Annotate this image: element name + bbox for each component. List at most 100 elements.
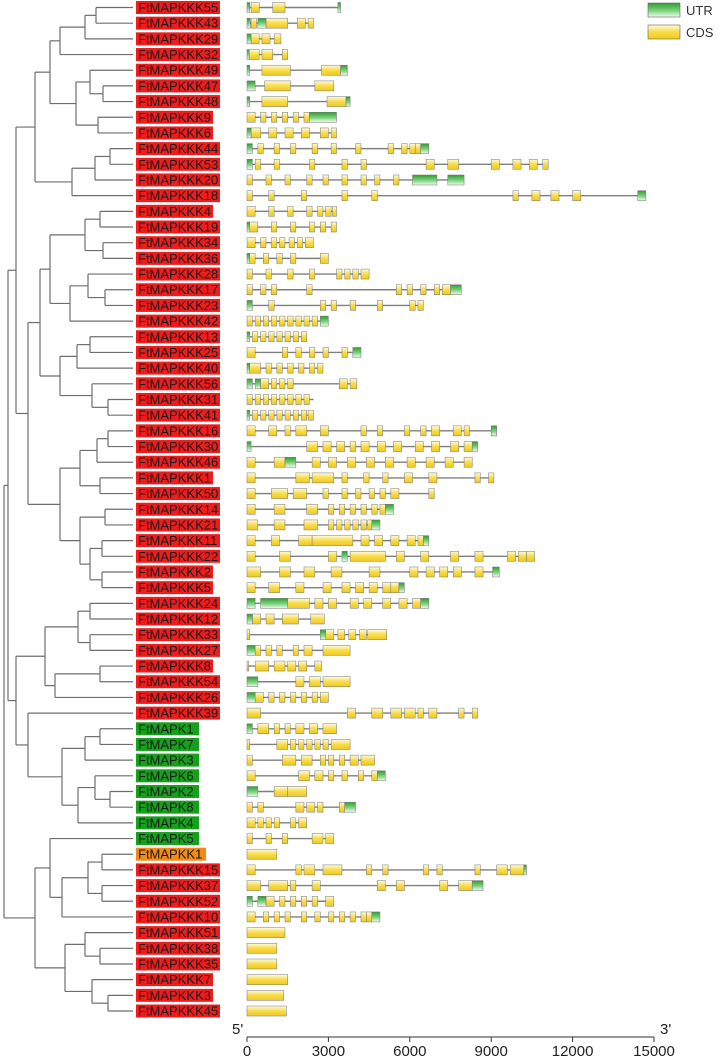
cds-block	[393, 441, 402, 452]
cds-block	[273, 817, 280, 829]
cds-block	[257, 817, 264, 829]
utr-block	[246, 441, 252, 452]
cds-block	[387, 143, 394, 154]
cds-block	[507, 551, 516, 562]
gene-track	[246, 347, 362, 358]
utr-block	[492, 566, 500, 578]
utr-block	[246, 598, 256, 609]
cds-block	[301, 896, 307, 907]
gene-label: FtMAPKKK5	[138, 580, 211, 595]
cds-block	[303, 112, 310, 123]
cds-block	[295, 472, 310, 484]
cds-block	[282, 112, 288, 123]
cds-block	[431, 425, 440, 437]
cds-block	[263, 394, 269, 405]
gene-track	[246, 723, 337, 735]
cds-block	[292, 409, 299, 421]
gene-label: FtMAPK1	[138, 721, 194, 736]
gene-label-bg	[136, 1004, 220, 1018]
cds-block	[249, 362, 261, 374]
gene-track	[246, 566, 500, 578]
gene-track	[246, 394, 314, 405]
gene-track	[246, 911, 381, 923]
cds-block	[328, 754, 335, 766]
cds-block	[292, 645, 299, 656]
cds-block	[474, 864, 481, 876]
x-tick-label: 15000	[633, 1043, 675, 1058]
cds-block	[271, 488, 288, 499]
cds-block	[246, 770, 256, 782]
cds-block	[276, 253, 283, 264]
cds-block	[309, 159, 316, 170]
gene-label: FtMAPKKK45	[138, 1004, 218, 1019]
cds-block	[414, 441, 424, 452]
gene-label: FtMAPKKK24	[138, 596, 218, 611]
gene-label-bg	[136, 581, 213, 595]
cds-block	[452, 425, 462, 437]
cds-block	[420, 284, 427, 295]
cds-block	[287, 268, 294, 280]
five-prime-label: 5'	[232, 1021, 243, 1038]
cds-block	[287, 660, 297, 672]
cds-block	[366, 864, 373, 876]
cds-block	[257, 143, 264, 154]
cds-block	[332, 206, 337, 217]
cds-block	[263, 315, 269, 327]
utr-block	[423, 535, 430, 546]
cds-block	[314, 739, 321, 750]
cds-block	[382, 864, 389, 876]
gene-track	[246, 770, 386, 782]
cds-block	[254, 315, 261, 327]
cds-block	[301, 409, 307, 421]
cds-block	[360, 519, 367, 531]
gene-track	[246, 80, 335, 92]
cds-block	[417, 535, 424, 546]
gene-label: FtMAPKKK49	[138, 63, 218, 78]
cds-block	[273, 723, 280, 735]
cds-block	[366, 911, 373, 923]
utr-block	[246, 221, 250, 233]
gene-label-bg	[136, 204, 213, 218]
utr-block	[246, 17, 251, 29]
gene-label-bg	[136, 847, 206, 861]
gene-track	[246, 284, 462, 295]
cds-block	[320, 221, 326, 233]
cds-block	[246, 927, 286, 938]
gene-label: FtMAPKKK56	[138, 376, 218, 391]
gene-label-bg	[136, 957, 220, 971]
cds-block	[273, 159, 280, 170]
x-tick-label: 6000	[393, 1043, 426, 1058]
cds-block	[306, 801, 316, 813]
cds-block	[339, 801, 345, 813]
cds-block	[531, 190, 541, 201]
cds-block	[295, 347, 302, 358]
gene-track	[246, 660, 322, 672]
gene-label-bg	[136, 189, 220, 203]
cds-block	[336, 268, 343, 280]
cds-block	[303, 519, 318, 531]
cds-block	[320, 692, 329, 703]
gene-label: FtMAPKKK35	[138, 956, 218, 971]
cds-block	[246, 237, 256, 248]
cds-block	[347, 707, 356, 719]
gene-label: FtMAPKKK29	[138, 31, 218, 46]
utr-block	[246, 80, 256, 92]
cds-block	[298, 770, 310, 782]
cds-block	[284, 911, 291, 923]
cds-block	[348, 629, 356, 640]
cds-block	[268, 425, 278, 437]
cds-block	[246, 943, 278, 954]
gene-track	[246, 786, 307, 797]
cds-block	[450, 551, 459, 562]
gene-track	[246, 488, 435, 499]
cds-block	[279, 315, 286, 327]
cds-block	[322, 174, 329, 186]
gene-track	[246, 112, 337, 123]
utr-block	[246, 96, 250, 107]
gene-label-column: FtMAPKKK55FtMAPKKK43FtMAPKKK29FtMAPKKK32…	[136, 0, 220, 1019]
utr-block	[320, 315, 329, 327]
cds-block	[425, 456, 435, 468]
gene-track	[246, 425, 497, 437]
cds-block	[349, 598, 359, 609]
gene-label-bg	[136, 722, 199, 736]
